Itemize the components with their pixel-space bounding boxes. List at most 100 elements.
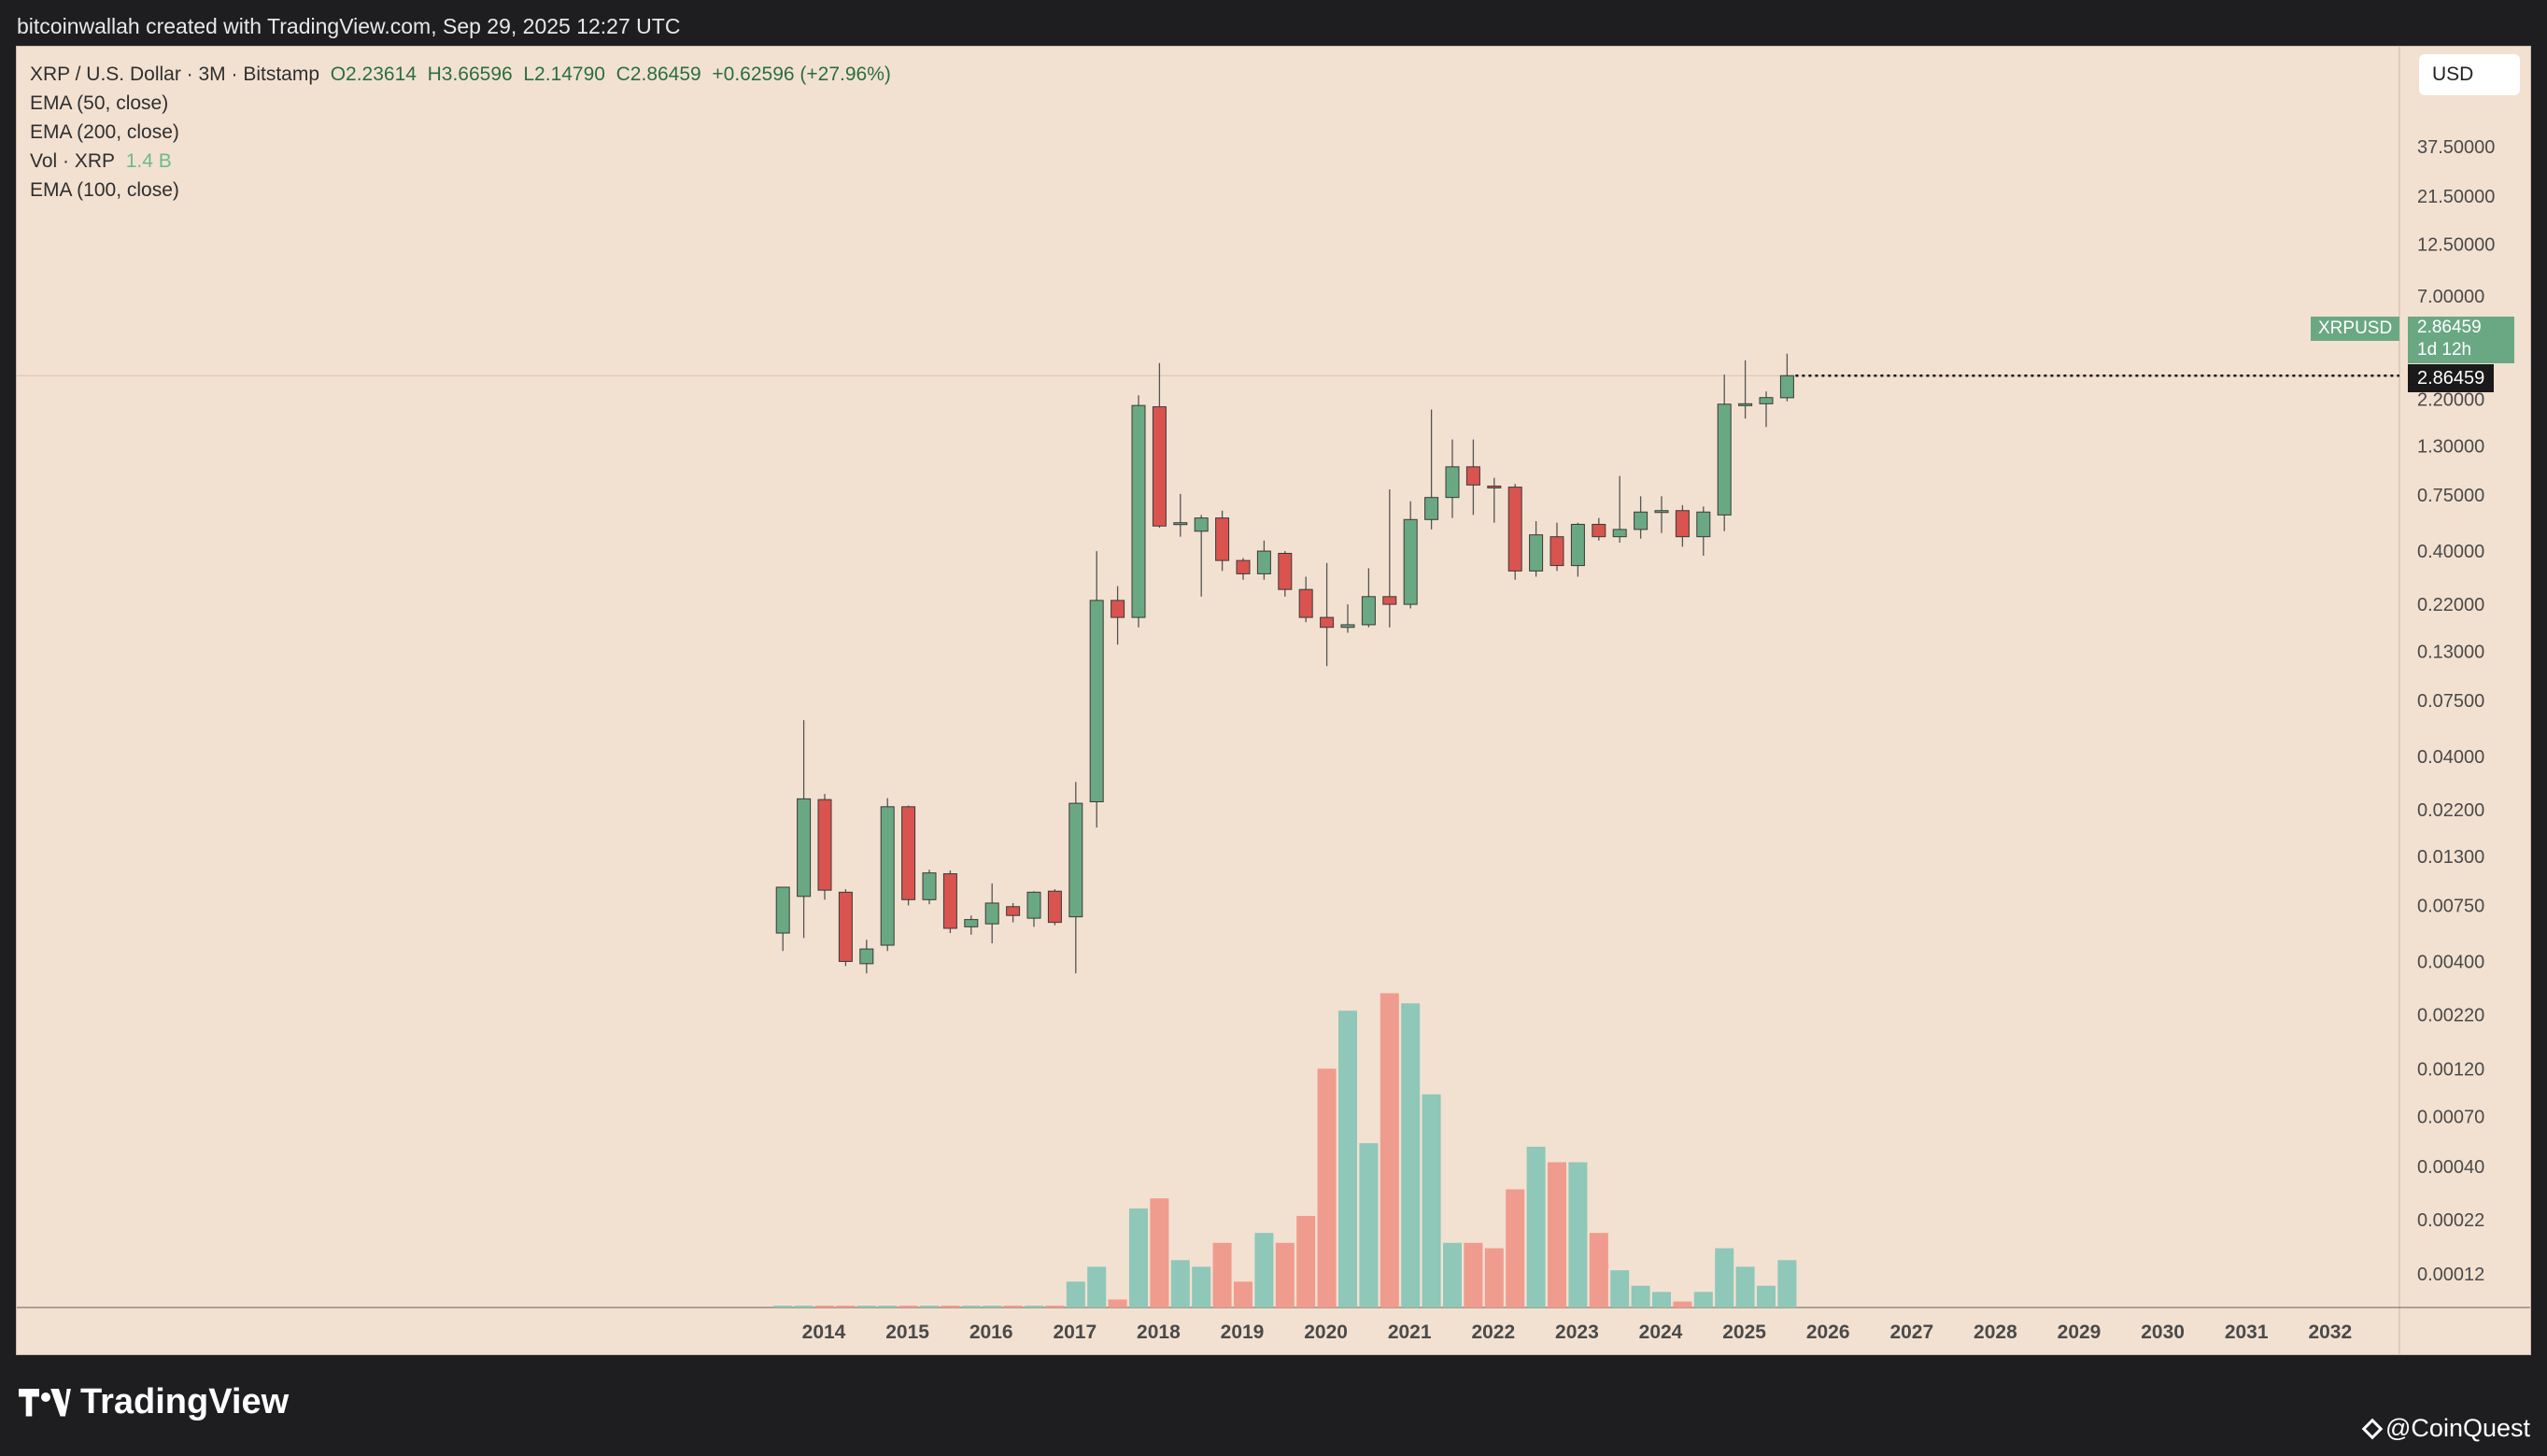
volume-bar [1568,1162,1588,1308]
y-tick-label: 0.00220 [2417,1005,2484,1025]
candle-body [1047,890,1062,924]
volume-bar [1443,1242,1462,1308]
candle-body [1612,529,1627,538]
candle-body [1592,523,1606,538]
volume-bar [1234,1281,1252,1308]
volume-bar [878,1306,898,1308]
volume-bar [1317,1068,1337,1308]
candle-body [1507,487,1522,572]
chart-header: bitcoinwallah created with TradingView.c… [17,14,681,38]
x-tick-label: 2026 [1806,1322,1850,1343]
y-tick-label: 2.20000 [2417,389,2484,410]
volume-bar [1464,1242,1483,1308]
legend-change: +0.62596 (+27.96%) [712,64,891,85]
bar-countdown: 1d 12h [2417,340,2472,360]
candle-body [1465,466,1480,486]
x-tick-label: 2023 [1555,1322,1599,1343]
price-chart[interactable]: 0.00012 0.00022 0.00040 0.00070 0.00120 0.002… [17,47,2530,1354]
candle-body [1068,802,1083,918]
volume-bar [1401,1003,1421,1308]
candle-body [1089,600,1104,802]
volume-bar [941,1306,960,1308]
volume-bar [1652,1292,1671,1308]
x-tick-label: 2014 [802,1322,846,1343]
volume-bar [836,1306,856,1308]
candle-body [1320,616,1335,629]
candle-body [1424,497,1439,520]
y-tick-label: 0.22000 [2417,595,2484,615]
legend-volume[interactable]: Vol · XRP 1.4 B [30,147,891,176]
candle-body [775,886,790,934]
y-tick-label: 0.13000 [2417,642,2484,662]
candle-body [1634,511,1648,530]
candle-body [1779,375,1794,399]
diamond-icon [2361,1418,2384,1439]
legend-low: L2.14790 [523,64,605,85]
candle-body [1131,404,1146,618]
x-tick-label: 2025 [1722,1322,1766,1343]
legend-symbol-row: XRP / U.S. Dollar · 3M · Bitstamp O2.236… [30,60,891,89]
legend-symbol[interactable]: XRP / U.S. Dollar · 3M · Bitstamp [30,64,320,85]
volume-bar [983,1306,1002,1308]
chart-legend: XRP / U.S. Dollar · 3M · Bitstamp O2.236… [30,60,891,205]
volume-bar [1066,1281,1085,1308]
x-tick-label: 2018 [1137,1322,1181,1343]
y-tick-label: 21.50000 [2417,187,2495,207]
volume-bar [1422,1094,1441,1308]
volume-bar [1087,1266,1107,1308]
y-tick-label: 0.04000 [2417,747,2484,768]
volume-bar [815,1306,834,1308]
candle-body [1026,891,1041,919]
candle-body [964,919,979,927]
y-tick-label: 0.00120 [2417,1059,2484,1080]
volume-bar [1359,1143,1379,1308]
candle-body [1382,596,1397,605]
volume-bar [1693,1292,1713,1308]
candle-body [1529,534,1544,572]
y-tick-label: 0.40000 [2417,542,2484,562]
volume-bar [1589,1233,1608,1308]
x-tick-label: 2029 [2058,1322,2101,1343]
volume-bar [1212,1242,1232,1308]
y-tick-label: 0.00750 [2417,896,2484,916]
candle-body [922,872,937,900]
candle-body [1256,550,1271,574]
currency-button[interactable]: USD [2419,54,2520,95]
legend-ema50[interactable]: EMA (50, close) [30,92,169,114]
candle-body [1654,510,1669,514]
volume-bar [1777,1260,1797,1308]
legend-ema100[interactable]: EMA (100, close) [30,179,179,201]
y-tick-label: 0.00070 [2417,1108,2484,1128]
volume-bar [1631,1285,1650,1308]
volume-bar [1548,1162,1566,1308]
candle-body [1717,403,1732,516]
x-tick-label: 2015 [885,1322,929,1343]
tradingview-logo[interactable]: TradingView [19,1382,289,1422]
candle-body [1361,596,1376,626]
candle-body [1570,523,1585,567]
price-line-label: 2.86459 [2408,364,2495,392]
x-tick-label: 2030 [2141,1322,2185,1343]
candle-body [1298,588,1313,618]
candle-body [1152,406,1167,527]
legend-close: C2.86459 [616,64,701,85]
legend-ema200[interactable]: EMA (200, close) [30,121,179,143]
y-tick-label: 0.01300 [2417,847,2484,868]
volume-bar [1275,1242,1295,1308]
symbol-price-tag: XRPUSD [2311,317,2400,341]
volume-bar [1526,1146,1546,1308]
y-tick-label: 0.00040 [2417,1157,2484,1178]
y-tick-label: 0.75000 [2417,486,2484,506]
candle-body [838,891,853,962]
x-tick-label: 2028 [1974,1322,2017,1343]
volume-bar [794,1306,814,1308]
volume-bar [856,1306,876,1308]
y-tick-label: 12.50000 [2417,235,2495,256]
x-tick-label: 2020 [1304,1322,1348,1343]
x-tick-label: 2032 [2308,1322,2352,1343]
candle-body [1215,517,1230,561]
volume-bar [1003,1306,1023,1308]
volume-bar [1484,1248,1504,1308]
current-price-value: 2.86459 [2417,318,2482,337]
candle-body [1236,559,1251,574]
